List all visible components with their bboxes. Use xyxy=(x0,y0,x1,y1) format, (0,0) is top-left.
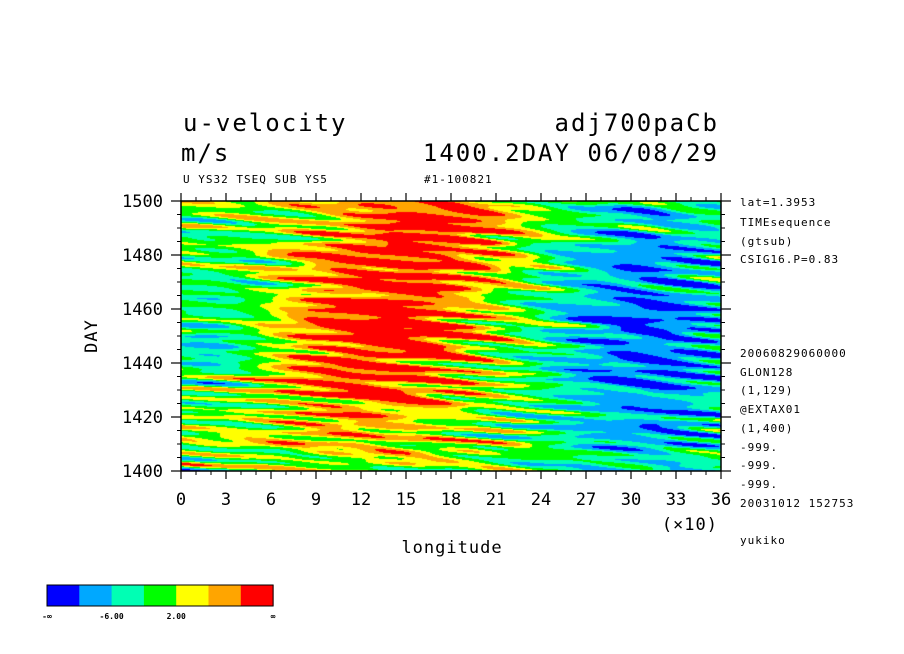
x-tick-label: 30 xyxy=(621,490,641,510)
x-tick-label: 36 xyxy=(711,490,731,510)
side-info-line: 20060829060000 xyxy=(740,347,847,360)
colorbar-swatch xyxy=(176,585,209,606)
side-info-line: -999. xyxy=(740,478,778,491)
time-label: 1400.2DAY 06/08/29 xyxy=(423,139,719,167)
side-info-line: yukiko xyxy=(740,534,786,547)
subtitle-right: #1-100821 xyxy=(424,173,493,186)
title-right: adj700paCb xyxy=(555,109,720,137)
x-tick-label: 24 xyxy=(531,490,551,510)
colorbar-label: -6.00 xyxy=(100,612,124,621)
y-tick-label: 1460 xyxy=(122,300,163,320)
side-info-line: -999. xyxy=(740,441,778,454)
subtitle-left: U YS32 TSEQ SUB YS5 xyxy=(183,173,328,186)
colorbar-swatch xyxy=(208,585,242,606)
side-info-line: TIMEsequence xyxy=(740,216,831,229)
colorbar-swatch xyxy=(79,585,113,606)
y-tick-label: 1480 xyxy=(122,246,163,266)
heatmap-area xyxy=(181,201,721,471)
x-tick-label: 27 xyxy=(576,490,596,510)
x-scale-note: (×10) xyxy=(662,515,718,535)
side-info-line: @EXTAX01 xyxy=(740,403,801,416)
units-label: m/s xyxy=(181,139,230,167)
x-tick-label: 6 xyxy=(266,490,276,510)
side-info-line: -999. xyxy=(740,459,778,472)
y-tick-label: 1420 xyxy=(122,408,163,428)
x-tick-label: 9 xyxy=(311,490,321,510)
colorbar-swatch xyxy=(240,585,274,606)
x-tick-label: 33 xyxy=(666,490,686,510)
colorbar-swatch xyxy=(47,585,80,606)
x-tick-label: 21 xyxy=(486,490,506,510)
side-info-line: CSIG16.P=0.83 xyxy=(740,253,839,266)
heatmap-canvas xyxy=(181,201,721,471)
side-info-line: lat=1.3953 xyxy=(740,196,816,209)
colorbar-label: -∞ xyxy=(42,612,52,621)
colorbar: -∞ -6.00 2.00 ∞ xyxy=(42,584,276,621)
colorbar-swatch xyxy=(111,585,145,606)
y-tick-label: 1400 xyxy=(122,462,163,482)
y-tick-label: 1500 xyxy=(122,192,163,212)
side-info: lat=1.3953 TIMEsequence (gtsub) CSIG16.P=0.… xyxy=(740,196,854,547)
x-axis-label: longitude xyxy=(401,538,502,558)
colorbar-frame xyxy=(46,584,274,607)
x-axis: 0 3 6 9 12 15 18 21 24 27 30 33 36 xyxy=(176,193,731,510)
side-info-line: (1,129) xyxy=(740,384,793,397)
x-tick-label: 3 xyxy=(221,490,231,510)
y-axis-label: DAY xyxy=(82,319,102,353)
x-tick-label: 18 xyxy=(441,490,461,510)
x-tick-label: 0 xyxy=(176,490,186,510)
y-tick-label: 1440 xyxy=(122,354,163,374)
x-tick-label: 12 xyxy=(351,490,371,510)
x-tick-label: 15 xyxy=(396,490,416,510)
colorbar-label: ∞ xyxy=(271,612,276,621)
side-info-line: (1,400) xyxy=(740,422,793,435)
side-info-line: GLON128 xyxy=(740,366,793,379)
title-left: u-velocity xyxy=(183,109,348,137)
side-info-line: 20031012 152753 xyxy=(740,497,854,510)
colorbar-swatch xyxy=(143,585,177,606)
colorbar-label: 2.00 xyxy=(167,612,186,621)
y-axis: 1400 1420 1440 1460 1480 1500 xyxy=(122,192,731,482)
side-info-line: (gtsub) xyxy=(740,235,793,248)
